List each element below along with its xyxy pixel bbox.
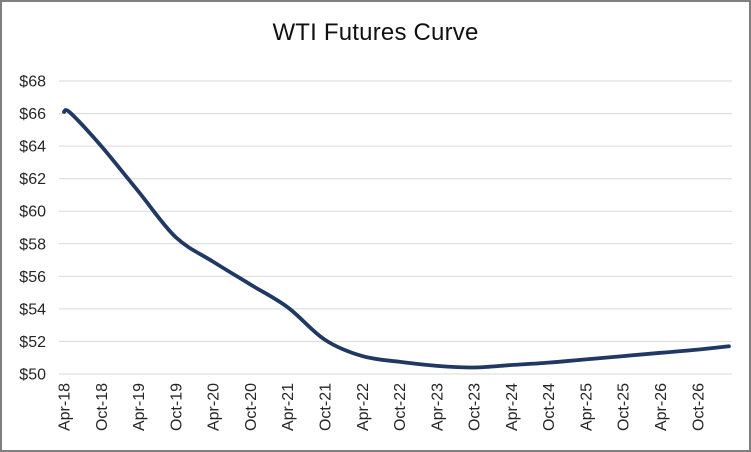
x-axis-labels: Apr-18 Oct-18 Apr-19 Oct-19 Apr-20 Oct-20 Apr-… — [57, 383, 708, 431]
x-tick-label: Apr-19 — [131, 383, 148, 431]
chart-title: WTI Futures Curve — [272, 19, 479, 46]
x-tick-label: Oct-23 — [467, 383, 484, 431]
x-tick-label: Oct-26 — [690, 383, 707, 431]
y-tick-label: $50 — [19, 367, 46, 384]
x-tick-label: Apr-20 — [206, 383, 223, 431]
x-tick-label: Apr-22 — [355, 383, 372, 431]
y-tick-label: $52 — [19, 334, 46, 351]
x-tick-label: Oct-24 — [541, 383, 558, 431]
x-tick-label: Oct-21 — [318, 383, 335, 431]
y-tick-label: $58 — [19, 236, 46, 253]
x-tick-label: Apr-18 — [57, 383, 74, 431]
y-tick-label: $64 — [19, 139, 46, 156]
y-tick-label: $60 — [19, 204, 46, 221]
x-tick-label: Oct-18 — [94, 383, 111, 431]
x-tick-label: Apr-23 — [429, 383, 446, 431]
y-tick-label: $62 — [19, 171, 46, 188]
y-tick-label: $66 — [19, 106, 46, 123]
y-tick-label: $56 — [19, 269, 46, 286]
x-tick-label: Apr-24 — [504, 383, 521, 431]
y-axis-labels: $50 $52 $54 $56 $58 $60 $62 $64 $66 $68 — [19, 74, 46, 384]
y-tick-label: $54 — [19, 301, 46, 318]
gridlines — [59, 80, 732, 375]
x-tick-label: Apr-25 — [579, 383, 596, 431]
y-tick-label: $68 — [19, 74, 46, 91]
series-line-wti-futures-price — [62, 108, 731, 370]
x-tick-label: Apr-26 — [653, 383, 670, 431]
x-tick-label: Oct-25 — [616, 383, 633, 431]
x-tick-label: Oct-19 — [168, 383, 185, 431]
x-tick-label: Apr-21 — [280, 383, 297, 431]
x-tick-label: Oct-20 — [243, 383, 260, 431]
x-tick-label: Oct-22 — [392, 383, 409, 431]
